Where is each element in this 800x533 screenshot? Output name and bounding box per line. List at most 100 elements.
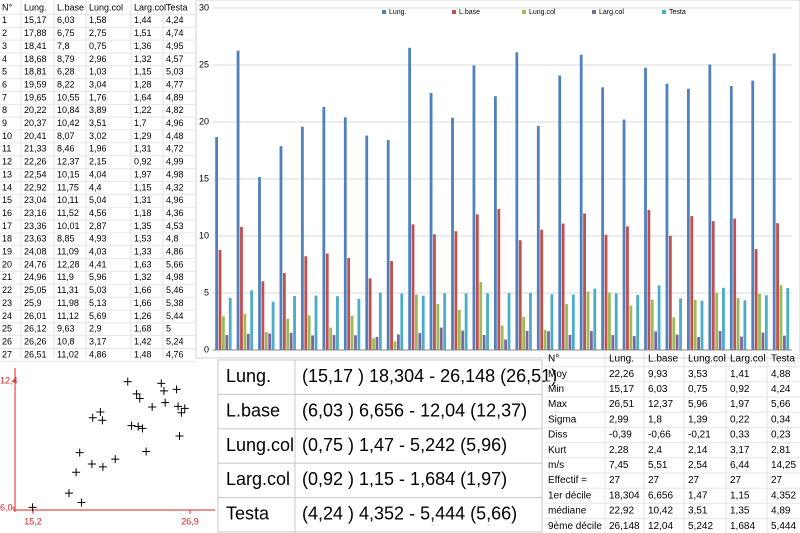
table-cell: 16 [2, 208, 12, 218]
table-cell: 1,76 [89, 92, 107, 102]
stats-cell: 6,44 [730, 460, 750, 471]
bar [722, 287, 725, 350]
table-cell: 20 [2, 259, 12, 269]
table-cell: 1,32 [134, 54, 152, 64]
stats-cell: -0,66 [648, 430, 671, 441]
bar [451, 117, 454, 350]
range-text: (0,75 ) 1,47 - 5,242 (5,96) [302, 435, 507, 455]
table-cell: 2 [2, 28, 7, 38]
bar [601, 87, 605, 351]
bar [583, 213, 586, 350]
legend-label: Lung. [389, 9, 407, 16]
table-cell: 5,24 [166, 336, 184, 346]
table-cell: 6,75 [57, 28, 75, 38]
scatter-point [142, 447, 151, 456]
y-tick-label: 6,0 [0, 502, 13, 512]
bar [654, 331, 658, 350]
header-cell: L.base [57, 2, 84, 12]
bar [776, 223, 779, 350]
table-cell: 4,48 [166, 131, 184, 141]
bar [497, 208, 501, 350]
bar [279, 146, 283, 350]
bar [608, 292, 611, 350]
stats-cell: médiane [548, 506, 587, 517]
table-cell: 1,03 [89, 67, 107, 77]
table-cell: 23,36 [24, 221, 47, 231]
bar [258, 177, 261, 350]
bar [365, 135, 369, 350]
table-cell: 27 [2, 349, 12, 359]
table-cell: 2,15 [89, 157, 107, 167]
legend-swatch [662, 10, 666, 14]
table-cell: 7 [2, 92, 7, 102]
bar [240, 226, 243, 350]
bar [700, 300, 704, 350]
table-cell: 10,42 [57, 118, 80, 128]
table-cell: 20,22 [24, 105, 47, 115]
table-cell: 11,31 [57, 285, 79, 295]
table-cell: 4,76 [166, 349, 184, 359]
table-cell: 3 [2, 41, 7, 51]
bar [368, 278, 372, 350]
table-cell: 26,26 [24, 336, 47, 346]
stats-cell: 0,34 [771, 414, 791, 425]
bar [632, 336, 636, 350]
table-cell: 11 [2, 144, 11, 154]
y-tick-label: 0 [204, 344, 209, 354]
bar [286, 318, 290, 350]
table-cell: 11,98 [57, 298, 79, 308]
table-cell: 4 [2, 54, 7, 64]
table-cell: 9,63 [57, 324, 75, 334]
table-cell: 1,53 [134, 234, 152, 244]
bar [729, 85, 733, 350]
stats-cell: 1,47 [688, 490, 708, 501]
bar [261, 281, 265, 350]
stats-cell: m/s [548, 460, 564, 471]
bar [675, 334, 679, 350]
stats-cell: 1,684 [730, 521, 755, 532]
stats-cell: Moy [548, 369, 567, 380]
bar [711, 221, 715, 350]
table-cell: 4,4 [89, 182, 102, 192]
bar [390, 261, 393, 350]
range-label: Lung. [226, 366, 271, 386]
range-text: (15,17 ) 18,304 - 26,148 (26,51) [302, 366, 557, 386]
bar [322, 106, 326, 350]
table-cell: 23 [2, 298, 12, 308]
range-label: Lung.col [226, 435, 294, 455]
table-cell: 22,92 [24, 182, 47, 192]
table-cell: 18,81 [24, 67, 47, 77]
bar [218, 249, 222, 350]
table-cell: 2,96 [89, 54, 107, 64]
table-cell: 10,84 [57, 105, 80, 115]
bar [400, 293, 404, 350]
table-cell: 23,63 [24, 234, 47, 244]
range-text: (0,92 ) 1,15 - 1,684 (1,97) [302, 469, 507, 489]
table-cell: 18 [2, 234, 12, 244]
stats-cell: 4,88 [771, 369, 791, 380]
bar [301, 126, 304, 350]
table-cell: 1,15 [134, 67, 152, 77]
bar [565, 304, 568, 350]
table-cell: 4,56 [89, 208, 107, 218]
table-cell: 4,57 [166, 54, 184, 64]
scatter-point [157, 379, 166, 388]
bar [418, 333, 422, 350]
bar [718, 331, 722, 350]
bar [378, 292, 382, 350]
table-cell: 3,04 [89, 79, 107, 89]
y-tick-label: 30 [199, 2, 209, 12]
bar [679, 298, 682, 350]
scatter-point [88, 413, 97, 422]
table-cell: 1,48 [134, 349, 152, 359]
table-cell: 0,75 [89, 41, 107, 51]
bar [708, 64, 712, 351]
stats-cell: 2,54 [688, 460, 708, 471]
table-cell: 22 [2, 285, 12, 295]
stats-cell: 27 [688, 475, 700, 486]
table-cell: 1,51 [134, 28, 152, 38]
table-cell: 1,29 [134, 131, 152, 141]
scatter-point [134, 422, 143, 431]
table-cell: 26,01 [24, 311, 47, 321]
bar [690, 216, 694, 350]
